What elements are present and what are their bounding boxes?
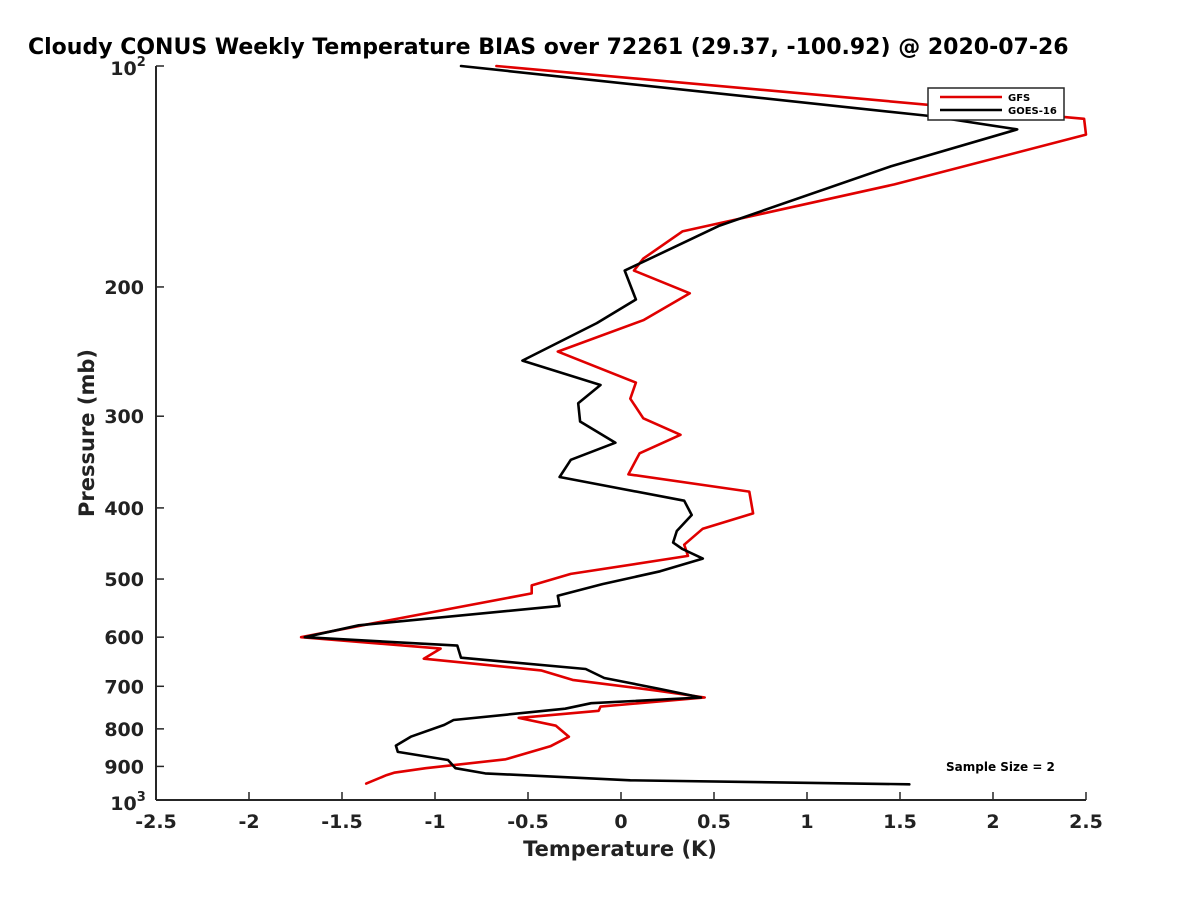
y-axis-label: Pressure (mb) (75, 349, 99, 517)
x-axis-label: Temperature (K) (523, 837, 717, 861)
x-tick-label: 2.5 (1069, 811, 1103, 833)
y-tick-label-top: 102 (110, 55, 146, 80)
y-tick-label-bottom: 103 (110, 790, 146, 815)
chart-title: Cloudy CONUS Weekly Temperature BIAS ove… (28, 35, 1069, 60)
x-tick-label: -1 (424, 811, 445, 833)
y-tick-label: 300 (104, 406, 144, 428)
x-tick-label: -2 (238, 811, 259, 833)
x-tick-label: -1.5 (321, 811, 363, 833)
legend-box (927, 87, 1065, 121)
x-tick-label: 0 (614, 811, 627, 833)
sample-size-annotation: Sample Size = 2 (946, 760, 1055, 774)
x-tick-label: 1 (800, 811, 813, 833)
x-tick-label: -0.5 (507, 811, 549, 833)
series-line-goes16 (303, 64, 1019, 786)
series-line-gfs (299, 64, 1088, 785)
y-tick-label: 400 (104, 498, 144, 520)
y-tick-label: 800 (104, 719, 144, 741)
x-axis-ticks: -2.5 -2 -1.5 -1 -0.5 0 0.5 1 1.5 2 2.5 (135, 792, 1103, 833)
legend: GFS GOES-16 (927, 87, 1065, 121)
legend-label-goes16: GOES-16 (1008, 106, 1057, 117)
legend-label-gfs: GFS (1008, 93, 1030, 104)
y-tick-label: 200 (104, 277, 144, 299)
x-tick-label: -2.5 (135, 811, 177, 833)
series-layer (299, 64, 1088, 786)
y-tick-label: 500 (104, 569, 144, 591)
y-tick-label: 700 (104, 676, 144, 698)
x-tick-label: 1.5 (883, 811, 917, 833)
x-tick-label: 0.5 (697, 811, 731, 833)
x-tick-label: 2 (986, 811, 999, 833)
y-axis-ticks: 200 300 400 500 600 700 800 900 (104, 65, 164, 801)
y-tick-label: 600 (104, 627, 144, 649)
y-tick-label: 900 (104, 756, 144, 778)
